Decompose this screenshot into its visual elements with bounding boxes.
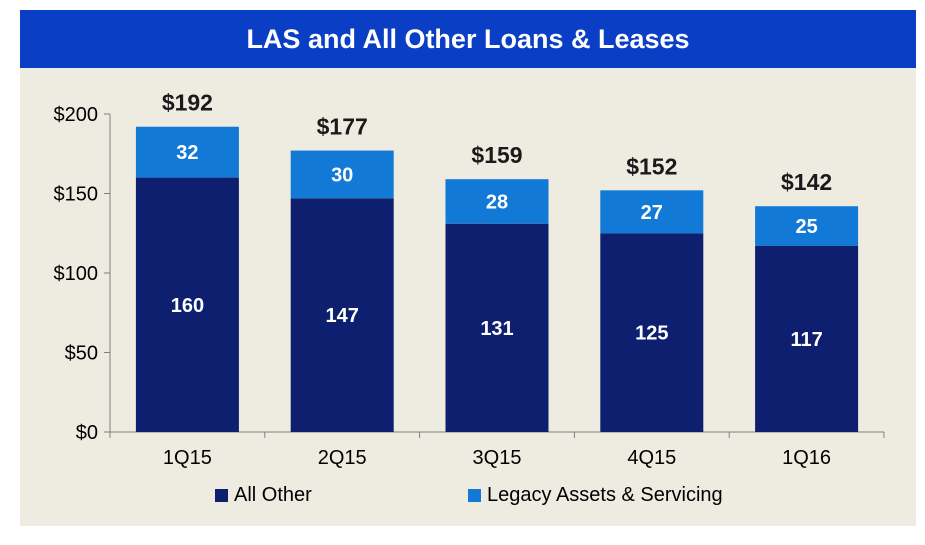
bar-total-label: $152	[626, 153, 677, 179]
x-tick-label: 1Q16	[782, 447, 831, 469]
bar-segment	[445, 179, 549, 224]
bar-total-label: $159	[471, 142, 522, 168]
bar-segment	[755, 245, 859, 432]
bar-value-label: 25	[795, 216, 817, 238]
x-tick-label: 2Q15	[318, 447, 367, 469]
bar-value-label: 125	[635, 323, 668, 345]
bar-value-label: 131	[480, 318, 513, 340]
bar-value-label: 30	[331, 164, 353, 186]
bar-value-label: 117	[790, 329, 822, 351]
legend-swatch-legacy	[468, 489, 481, 502]
bar-segment	[600, 190, 704, 234]
bar-total-label: $177	[317, 114, 368, 140]
x-tick-label: 3Q15	[473, 447, 522, 469]
bar-segment	[755, 206, 859, 246]
legend-item-legacy: Legacy Assets & Servicing	[468, 484, 723, 507]
bar-value-label: 160	[171, 295, 204, 317]
chart-title: LAS and All Other Loans & Leases	[20, 10, 916, 68]
y-tick-label: $150	[54, 184, 99, 206]
y-tick-label: $200	[54, 104, 99, 126]
y-tick-label: $50	[65, 343, 98, 365]
bar-total-label: $142	[781, 169, 832, 195]
bar-value-label: 147	[326, 305, 359, 327]
chart-legend: All Other Legacy Assets & Servicing	[0, 484, 925, 514]
x-tick-label: 4Q15	[627, 447, 676, 469]
legend-label-legacy: Legacy Assets & Servicing	[487, 484, 723, 506]
bar-segment	[290, 150, 394, 199]
bar-value-label: 27	[641, 202, 663, 224]
bar-segment	[445, 223, 549, 432]
legend-swatch-all-other	[215, 489, 228, 502]
bar-segment	[290, 198, 394, 432]
bar-segment	[135, 126, 239, 178]
legend-label-all-other: All Other	[234, 484, 312, 506]
bar-total-label: $192	[162, 90, 213, 116]
bar-segment	[600, 233, 704, 432]
x-tick-label: 1Q15	[163, 447, 212, 469]
legend-item-all-other: All Other	[215, 484, 312, 507]
bar-value-label: 28	[486, 191, 508, 213]
bar-segment	[135, 177, 239, 432]
y-tick-label: $0	[76, 422, 98, 444]
bar-value-label: 32	[176, 142, 198, 164]
y-tick-label: $100	[54, 263, 99, 285]
